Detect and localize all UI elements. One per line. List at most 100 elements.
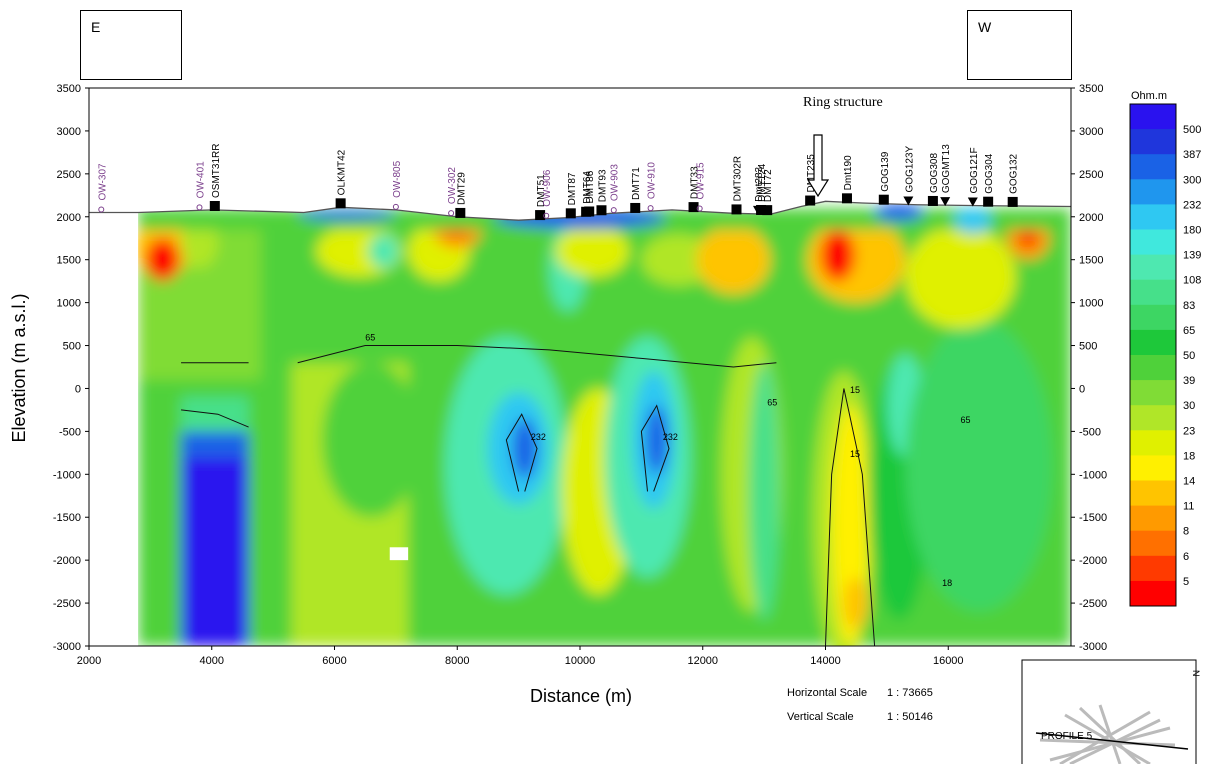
y-tick-label-right: 500	[1079, 341, 1097, 353]
heat-zone-deepblue-1	[512, 418, 538, 479]
colorbar-level-label: 500	[1183, 124, 1201, 136]
colorbar-level-label: 14	[1183, 476, 1195, 488]
station-label: OW-307	[97, 163, 108, 200]
y-tick-label-right: 0	[1079, 383, 1085, 395]
station-label: DMT29	[456, 172, 467, 205]
station-label: OW-302	[447, 167, 458, 204]
no-data-hole	[389, 547, 409, 561]
resistivity-heatmap: 65 232 232 65 15 15 18 65	[89, 88, 1071, 646]
colorbar-level-label: 50	[1183, 350, 1195, 362]
vertical-scale-value: 1 : 50146	[887, 711, 933, 723]
y-tick-label-left: 500	[63, 341, 81, 353]
ring-structure-annotation: Ring structure	[803, 95, 883, 110]
contour-15	[825, 388, 876, 646]
y-tick-label-right: 2500	[1079, 169, 1103, 181]
colorbar-level-label: 108	[1183, 275, 1201, 287]
surface-blue-4	[954, 208, 992, 234]
colorbar-swatch	[1130, 480, 1176, 507]
station-label: GOG132	[1009, 153, 1020, 193]
mt-station-marker	[731, 204, 742, 215]
colorbar-swatch	[1130, 179, 1176, 205]
station-label: DMT71	[631, 167, 642, 200]
direction-box-west: W	[967, 10, 1072, 80]
y-tick-label-right: 3000	[1079, 126, 1103, 138]
well-marker	[448, 210, 455, 217]
x-axis-ticks: 2000 4000 6000 8000 10000 12000 14000 16000	[77, 646, 964, 667]
colorbar-swatch	[1130, 204, 1176, 230]
colorbar-swatch	[1130, 329, 1176, 356]
x-tick-label: 6000	[322, 655, 346, 667]
colorbar-swatch	[1130, 530, 1176, 557]
mt-station-marker	[584, 206, 595, 217]
station-label: DMT93	[597, 169, 608, 202]
station-label: OW-906	[542, 169, 553, 206]
contour-label: 15	[850, 385, 860, 395]
station-label: DMT87	[567, 172, 578, 205]
contour-232-west	[181, 409, 249, 428]
contour-label: 232	[531, 432, 546, 442]
contour-label: 65	[961, 415, 971, 425]
colorbar-level-label: 6	[1183, 551, 1189, 563]
colorbar-swatch	[1130, 129, 1176, 155]
anomaly-east-green	[905, 225, 1016, 329]
horizontal-scale-value: 1 : 73665	[887, 687, 933, 699]
vertical-scale-label: Vertical Scale	[787, 711, 854, 723]
heat-zone-cyan-3	[748, 362, 780, 621]
y-axis-ticks-right: 3500 3000 2500 2000 1500 1000 500 0 -500 -1000 -15…	[1071, 83, 1107, 653]
station-label: DMT124	[757, 163, 768, 202]
y-tick-label-left: -1000	[53, 469, 81, 481]
air-above-topography	[89, 88, 1071, 221]
colorbar-swatch	[1130, 405, 1176, 431]
x-tick-label: 10000	[565, 655, 596, 667]
y-tick-label-left: -500	[59, 426, 81, 438]
inset-profile-label: PROFILE 5	[1041, 731, 1093, 742]
mt-station-marker	[878, 194, 889, 205]
contour-232-a	[505, 413, 538, 492]
colorbar-level-label: 387	[1183, 149, 1201, 161]
station-label: DMT72	[763, 169, 774, 202]
surface-blue-3	[874, 203, 924, 222]
tem-station-marker	[940, 197, 951, 207]
colorbar-level-label: 83	[1183, 300, 1195, 312]
colorbar-level-label: 232	[1183, 199, 1201, 211]
y-tick-label-right: 3500	[1079, 83, 1103, 95]
anomaly-lightgreen-3	[641, 233, 716, 286]
colorbar-swatch	[1130, 104, 1176, 130]
colorbar-level-label: 139	[1183, 250, 1201, 262]
horizontal-scale-label: Horizontal Scale	[787, 687, 867, 699]
mt-station-marker	[1007, 196, 1018, 207]
y-tick-label-right: -2000	[1079, 555, 1107, 567]
x-tick-label: 8000	[445, 655, 469, 667]
station-label: OW-805	[392, 160, 403, 197]
colorbar-swatch	[1130, 355, 1176, 381]
x-tick-label: 16000	[933, 655, 964, 667]
station-label: GOG308	[929, 153, 940, 193]
mt-station-marker	[455, 207, 466, 218]
contour-65-mid	[297, 345, 777, 368]
anomaly-west-red	[145, 238, 180, 282]
colorbar-level-label: 11	[1183, 501, 1194, 513]
direction-label-west: W	[978, 19, 992, 35]
y-tick-label-left: -1500	[53, 512, 81, 524]
well-marker	[196, 204, 203, 211]
mt-station-marker	[630, 202, 641, 213]
well-marker	[392, 203, 399, 210]
y-tick-label-right: -2500	[1079, 598, 1107, 610]
station-label: OW-910	[647, 162, 658, 199]
y-tick-label-right: 1000	[1079, 298, 1103, 310]
station-label: OLKMT42	[337, 149, 348, 195]
y-tick-label-left: 1500	[57, 255, 81, 267]
contour-label: 65	[365, 332, 375, 342]
y-axis-title: Elevation (m a.s.l.)	[9, 293, 29, 442]
x-tick-label: 12000	[687, 655, 718, 667]
colorbar-swatch	[1130, 555, 1176, 582]
mt-station-marker	[756, 204, 767, 215]
mt-station-marker	[596, 205, 607, 216]
mt-station-marker	[805, 195, 816, 206]
station-label: DMT302R	[733, 156, 744, 202]
station-label: DMT64	[582, 171, 593, 204]
anomaly-yellowgreen-2	[555, 225, 630, 277]
colorbar-frame	[1129, 103, 1177, 607]
anomaly-orange-east	[696, 225, 771, 295]
